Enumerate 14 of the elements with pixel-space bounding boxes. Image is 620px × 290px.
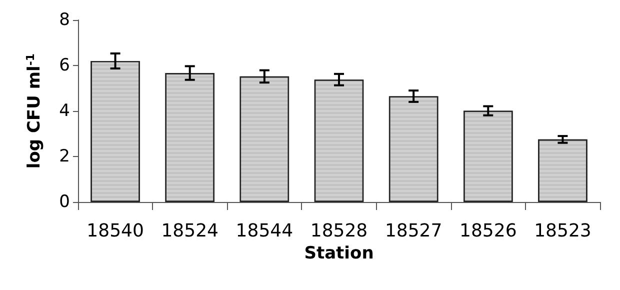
y-tick-label: 8: [59, 10, 70, 30]
y-tick-label: 6: [59, 56, 70, 76]
x-tick-label: 18528: [310, 220, 368, 242]
x-tick-label: 18544: [236, 220, 294, 242]
y-tick-label: 2: [59, 146, 70, 166]
y-tick-label: 4: [59, 101, 70, 121]
x-tick-label: 18527: [384, 220, 442, 242]
x-axis-title: Station: [304, 243, 374, 264]
x-tick-label: 18524: [161, 220, 218, 242]
x-tick-label: 18526: [460, 220, 517, 242]
x-tick-label: 18523: [534, 220, 592, 242]
y-axis-title: log CFU ml-1: [24, 53, 44, 169]
x-tick-label: 18540: [86, 220, 144, 242]
y-tick-label: 0: [59, 192, 70, 212]
